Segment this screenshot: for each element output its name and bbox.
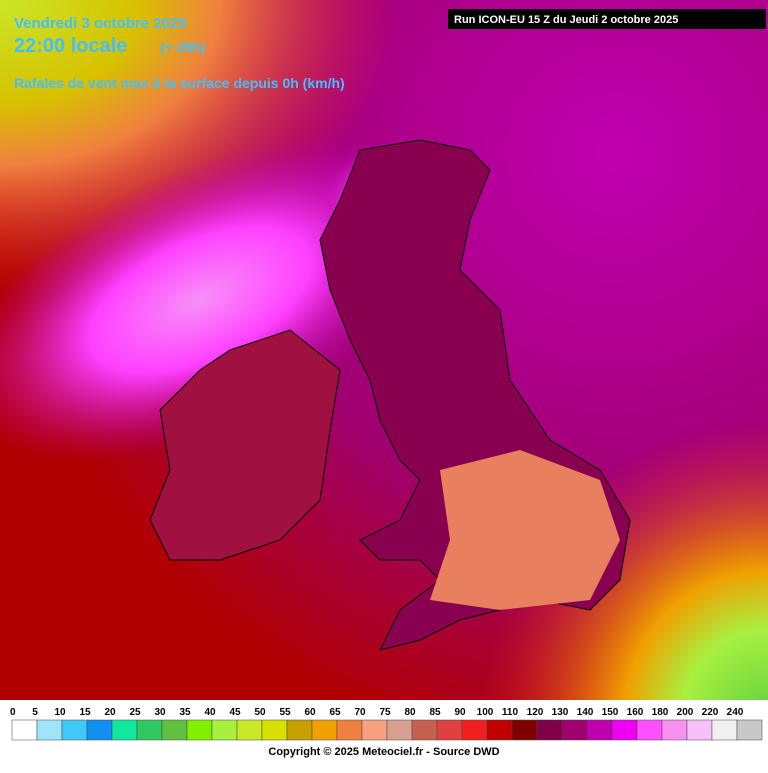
legend-label: 180: [652, 707, 669, 718]
legend-swatch: [336, 719, 363, 741]
copyright: Copyright © 2025 Meteociel.fr - Source D…: [268, 746, 499, 758]
legend-swatch: [236, 719, 263, 741]
legend-label: 0: [10, 707, 16, 718]
legend-label: 220: [702, 707, 719, 718]
legend-swatch: [436, 719, 463, 741]
legend-swatch: [511, 719, 538, 741]
legend-label: 30: [154, 707, 166, 718]
legend-swatch: [86, 719, 113, 741]
legend-label: 55: [279, 707, 291, 718]
legend-swatch: [311, 719, 338, 741]
legend-label: 5: [32, 707, 38, 718]
map-subtitle: Rafales de vent max à la surface depuis …: [14, 75, 345, 91]
run-info: Run ICON-EU 15 Z du Jeudi 2 octobre 2025: [454, 14, 678, 26]
legend-swatch: [261, 719, 288, 741]
legend-label: 130: [552, 707, 569, 718]
legend-label: 80: [404, 707, 416, 718]
legend-label: 60: [304, 707, 316, 718]
legend-swatch: [186, 719, 213, 741]
legend-swatch: [161, 719, 188, 741]
legend-swatch: [586, 719, 613, 741]
legend-swatch: [211, 719, 238, 741]
legend-swatch: [11, 719, 38, 741]
legend-label: 110: [502, 707, 519, 718]
legend-label: 40: [204, 707, 216, 718]
legend-label: 240: [727, 707, 744, 718]
legend-swatch: [736, 719, 763, 741]
coastlines: [149, 139, 631, 651]
legend-swatch: [36, 719, 63, 741]
run-banner: [448, 9, 766, 29]
legend-label: 25: [129, 707, 141, 718]
legend-label: 150: [602, 707, 619, 718]
legend-label: 100: [477, 707, 494, 718]
legend-swatch: [286, 719, 313, 741]
legend-swatch: [711, 719, 738, 741]
forecast-time: 22:00 locale: [14, 35, 127, 57]
legend-swatch: [61, 719, 88, 741]
legend-label: 45: [229, 707, 241, 718]
forecast-date: Vendredi 3 octobre 2025: [14, 15, 187, 32]
legend-swatch: [636, 719, 663, 741]
legend-label: 140: [577, 707, 594, 718]
legend-label: 35: [179, 707, 191, 718]
legend-label: 90: [454, 707, 466, 718]
legend-label: 50: [254, 707, 266, 718]
legend-label: 70: [354, 707, 366, 718]
legend-swatch: [461, 719, 488, 741]
legend-label: 20: [104, 707, 116, 718]
legend-label: 15: [79, 707, 91, 718]
legend-swatch: [411, 719, 438, 741]
legend-swatch: [611, 719, 638, 741]
legend-swatch: [386, 719, 413, 741]
legend-label: 65: [329, 707, 341, 718]
legend-label: 160: [627, 707, 644, 718]
legend-swatch: [536, 719, 563, 741]
forecast-lead: (+ 29h): [160, 39, 206, 55]
legend-label: 120: [527, 707, 544, 718]
legend-label: 10: [54, 707, 66, 718]
legend-swatch: [686, 719, 713, 741]
legend-swatch: [136, 719, 163, 741]
legend-swatch: [486, 719, 513, 741]
legend-label: 85: [429, 707, 441, 718]
legend-swatch: [111, 719, 138, 741]
legend-swatch: [561, 719, 588, 741]
legend-swatch: [661, 719, 688, 741]
legend-swatch: [361, 719, 388, 741]
legend-label: 75: [379, 707, 391, 718]
legend-label: 200: [677, 707, 694, 718]
